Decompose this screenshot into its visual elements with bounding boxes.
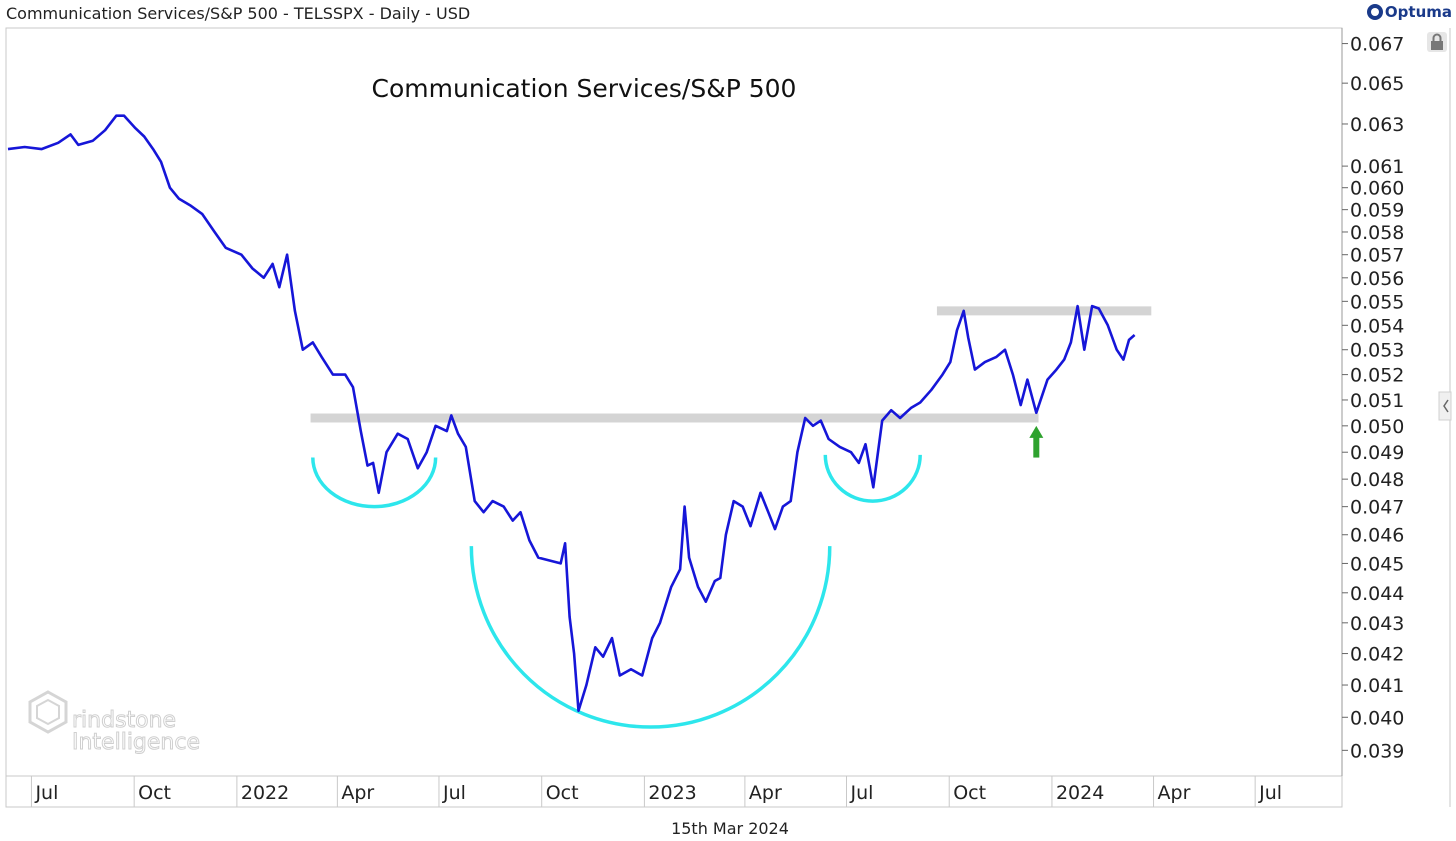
watermark-line-1: rindstone [72,708,176,733]
x-tick-label: 2022 [241,782,289,804]
x-tick-label: Jul [442,782,466,804]
date-label: 15th Mar 2024 [671,819,789,838]
x-tick-label: Oct [953,782,986,804]
y-tick-label: 0.044 [1350,583,1404,605]
up-arrow-icon [1029,425,1044,458]
x-tick-label: Jul [1258,782,1282,804]
x-axis-frame [5,775,1343,808]
brand-name: Optuma [1384,3,1452,21]
watermark-line-2: Intelligence [72,730,200,755]
y-tick-label: 0.048 [1350,469,1404,491]
x-tick-label: Oct [546,782,579,804]
y-tick-label: 0.043 [1350,613,1404,635]
panel-collapse-icon[interactable] [1438,391,1452,421]
watermark-logo: rindstone Intelligence [28,690,201,756]
x-tick-label: Oct [138,782,171,804]
y-tick-label: 0.053 [1350,340,1404,362]
cup-handle-arc [311,457,438,509]
y-tick-label: 0.041 [1350,675,1404,697]
chart-title: Communication Services/S&P 500 [372,74,797,103]
cup-handle-arc [823,454,922,503]
x-tick-label: Jul [34,782,58,804]
y-tick-label: 0.060 [1350,178,1404,200]
y-tick-label: 0.046 [1350,525,1404,547]
y-tick-label: 0.065 [1350,73,1404,95]
x-tick-label: Apr [1158,782,1191,804]
y-tick-label: 0.057 [1350,245,1404,267]
cup-handle-arc [469,546,832,729]
y-tick-label: 0.039 [1350,740,1404,762]
x-tick-label: Apr [341,782,374,804]
y-tick-label: 0.061 [1350,156,1404,178]
plot-area-frame [5,27,1343,777]
brand-logo: Optuma [1366,3,1452,21]
y-tick-label: 0.063 [1350,114,1404,136]
x-tick-label: Apr [749,782,782,804]
x-tick-label: 2023 [648,782,696,804]
y-tick-label: 0.040 [1350,707,1404,729]
y-tick-label: 0.059 [1350,200,1404,222]
y-tick-label: 0.056 [1350,268,1404,290]
y-tick-label: 0.052 [1350,365,1404,387]
y-tick-label: 0.045 [1350,553,1404,575]
y-tick-label: 0.054 [1350,315,1404,337]
y-tick-label: 0.050 [1350,416,1404,438]
y-tick-label: 0.051 [1350,390,1404,412]
y-tick-label: 0.047 [1350,497,1404,519]
chart-header-title: Communication Services/S&P 500 - TELSSPX… [6,4,471,23]
y-tick-label: 0.055 [1350,291,1404,313]
y-tick-label: 0.067 [1350,34,1404,56]
price-ratio-line [7,114,1136,713]
lock-icon[interactable] [1427,32,1447,52]
x-tick-label: 2024 [1056,782,1104,804]
optuma-logo-icon [1366,4,1383,20]
y-tick-label: 0.058 [1350,222,1404,244]
x-tick-label: Jul [850,782,874,804]
y-tick-label: 0.042 [1350,644,1404,666]
y-tick-label: 0.049 [1350,442,1404,464]
